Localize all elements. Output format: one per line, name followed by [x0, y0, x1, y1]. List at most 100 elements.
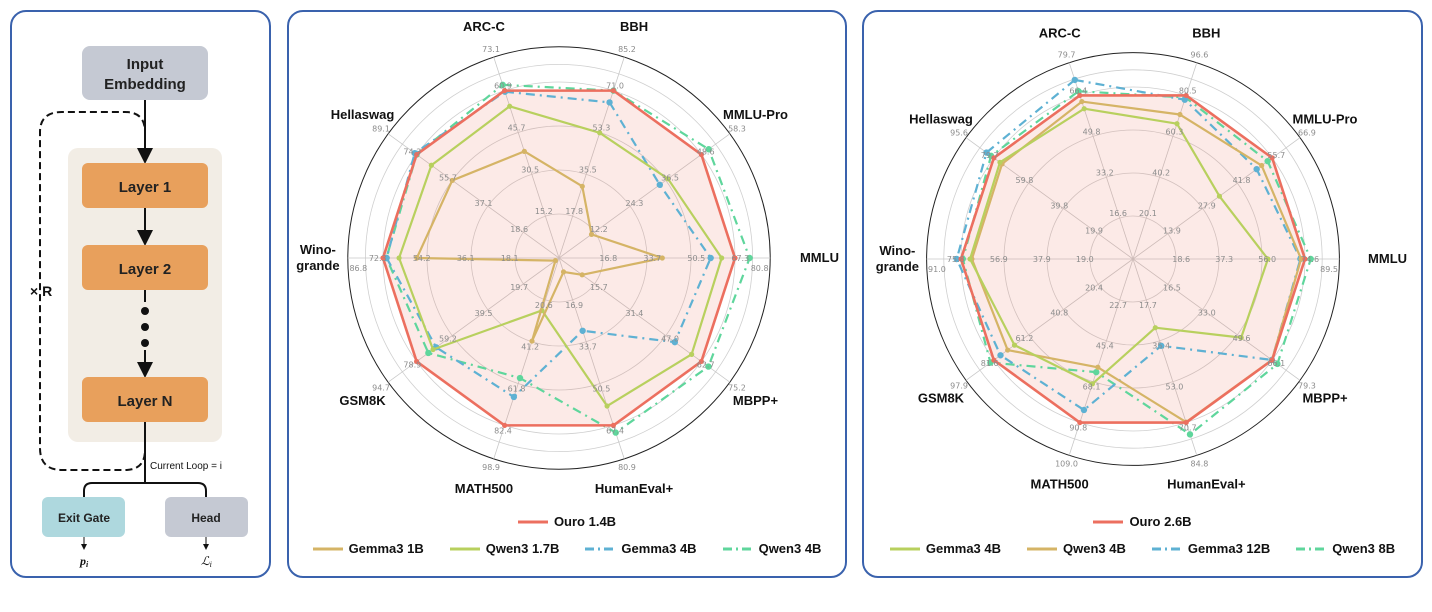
tick-label: 16.8	[599, 254, 617, 263]
tick-label: 81.6	[981, 359, 999, 368]
data-point	[665, 176, 671, 182]
tick-label: 94.7	[372, 383, 390, 392]
head-box	[165, 497, 248, 537]
data-point	[1079, 98, 1085, 105]
data-point	[705, 146, 712, 153]
tick-label: 40.2	[1152, 168, 1170, 177]
tick-label: 79.3	[1298, 381, 1316, 390]
data-point	[1253, 165, 1260, 173]
tick-label: 55.7	[439, 173, 457, 182]
data-point	[991, 357, 997, 363]
axis-label: Wino-grande	[296, 242, 339, 273]
architecture-diagram: Input Embedding Layer 1 Layer 2 Layer N …	[30, 46, 248, 569]
tick-label: 90.8	[1069, 423, 1087, 432]
legend-label: Qwen3 1.7B	[485, 541, 560, 556]
tick-label: 35.4	[1152, 342, 1170, 351]
data-point	[656, 181, 663, 188]
tick-label: 49.8	[1083, 127, 1101, 136]
legend-item: Qwen3 4B	[1027, 541, 1126, 556]
tick-label: 16.5	[1163, 283, 1181, 292]
data-point	[698, 151, 704, 158]
layer-n-box	[82, 377, 208, 422]
tick-label: 85.2	[618, 45, 636, 54]
tick-label: 86.8	[349, 264, 367, 273]
tick-label: 68.1	[1083, 383, 1101, 392]
data-point	[499, 81, 506, 89]
layer-1-box	[82, 163, 208, 208]
axis-label: Hellaswag	[909, 111, 973, 126]
tick-label: 37.1	[475, 199, 493, 208]
legend-label: Gemma3 4B	[925, 541, 1002, 556]
tick-label: 41.2	[521, 343, 539, 352]
data-point	[1157, 342, 1165, 349]
tick-label: 18.6	[1172, 255, 1190, 264]
layer-n-label: Layer N	[117, 393, 172, 410]
legend-swatch	[1296, 547, 1327, 550]
data-point	[705, 363, 712, 370]
tick-label: 56.9	[990, 255, 1008, 264]
tick-label: 89.1	[372, 125, 390, 134]
axis-label: MBPP+	[1302, 391, 1348, 406]
axis-label: Wino-grande	[876, 243, 919, 274]
tick-label: 36.1	[457, 254, 475, 263]
data-point	[1077, 92, 1083, 99]
tick-label: 50.5	[593, 385, 611, 394]
tick-label: 74.6	[1301, 255, 1319, 264]
data-point	[606, 99, 613, 106]
data-point	[552, 258, 558, 264]
tick-label: 47.0	[661, 335, 679, 344]
tick-label: 17.7	[1139, 301, 1157, 310]
tick-label: 20.1	[1139, 209, 1157, 218]
ellipsis-dot	[141, 323, 149, 331]
layer-2-label: Layer 2	[119, 261, 172, 278]
data-point	[1093, 368, 1100, 376]
tick-label: 70.7	[1179, 423, 1197, 432]
head-label: Head	[191, 511, 220, 525]
legend-swatch	[722, 547, 753, 550]
exit-probability-label: pi	[79, 554, 89, 569]
tick-label: 48.6	[697, 147, 715, 156]
data-point	[707, 254, 714, 262]
tick-label: 41.8	[1233, 176, 1251, 185]
axis-label: HumanEval+	[1167, 477, 1246, 492]
exit-gate-label: Exit Gate	[58, 511, 110, 525]
legend-swatch	[1027, 547, 1058, 550]
tick-label: 15.7	[590, 283, 608, 292]
tick-label: 66.1	[1267, 359, 1285, 368]
data-point	[1174, 121, 1180, 127]
tick-label: 56.0	[1258, 255, 1276, 264]
data-point	[560, 269, 567, 275]
axis-label: MATH500	[1031, 477, 1089, 492]
data-point	[746, 254, 753, 262]
legend-item: Qwen3 8B	[1296, 541, 1395, 556]
data-point	[414, 151, 420, 158]
tick-label: 80.5	[1179, 87, 1197, 96]
tick-label: 18.1	[501, 254, 519, 263]
axis-label: HumanEval+	[595, 481, 674, 496]
data-point	[502, 88, 508, 94]
data-point	[967, 256, 973, 262]
legend-item: Gemma3 1B	[312, 541, 424, 556]
data-point	[1011, 342, 1018, 348]
data-point	[1265, 256, 1271, 262]
tick-label: 27.9	[1198, 201, 1216, 210]
data-point	[588, 231, 595, 237]
ellipsis-dot	[141, 339, 149, 347]
data-point	[1216, 193, 1223, 199]
legend-row-1: Ouro 2.6B	[864, 514, 1421, 529]
tick-label: 31.4	[626, 309, 644, 318]
loss-label: ℒi	[201, 554, 212, 569]
tick-label: 17.8	[565, 207, 583, 216]
tick-label: 66.4	[1069, 87, 1087, 96]
tick-label: 20.6	[535, 301, 553, 310]
tick-label: 16.9	[565, 301, 583, 310]
tick-label: 30.5	[521, 165, 539, 174]
data-point	[689, 351, 695, 357]
data-point	[414, 255, 420, 261]
tick-label: 62.7	[697, 361, 715, 370]
tick-label: 82.4	[494, 426, 512, 435]
data-point	[430, 346, 436, 353]
data-point	[579, 183, 585, 189]
data-point	[1298, 256, 1304, 262]
data-point	[1259, 162, 1265, 169]
